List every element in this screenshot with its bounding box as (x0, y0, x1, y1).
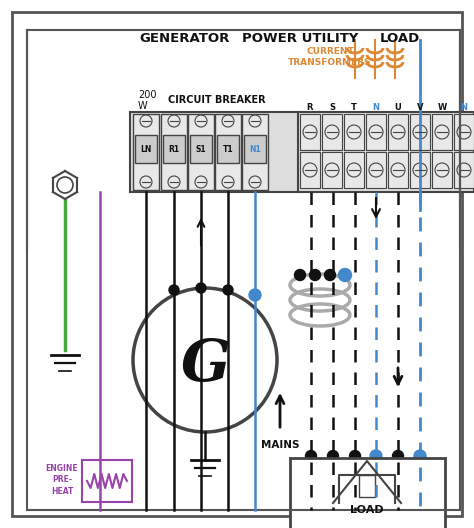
Bar (322, 152, 342, 188)
Text: T1: T1 (223, 145, 233, 154)
Circle shape (338, 269, 352, 281)
Circle shape (223, 285, 233, 295)
Text: W: W (438, 103, 447, 112)
Bar (133, 114, 159, 190)
Bar (244, 135, 266, 163)
Bar (217, 135, 239, 163)
Text: V: V (417, 103, 423, 112)
Bar (300, 114, 320, 150)
Circle shape (392, 450, 403, 461)
Text: N1: N1 (249, 145, 261, 154)
Bar (388, 114, 408, 150)
Text: S1: S1 (196, 145, 206, 154)
Bar (290, 458, 445, 528)
Bar (161, 114, 187, 190)
Circle shape (133, 288, 277, 432)
Bar (410, 152, 430, 188)
Bar (410, 114, 430, 150)
Circle shape (325, 269, 336, 280)
Circle shape (310, 269, 320, 280)
Circle shape (370, 450, 382, 462)
Text: R: R (307, 103, 313, 112)
Bar (188, 114, 214, 190)
Text: N: N (461, 103, 467, 112)
Text: N: N (373, 103, 380, 112)
Bar (366, 152, 386, 188)
Bar (432, 114, 452, 150)
Bar (344, 114, 364, 150)
Text: T: T (351, 103, 357, 112)
Text: R1: R1 (168, 145, 180, 154)
Text: GENERATOR: GENERATOR (140, 32, 230, 44)
Bar (432, 152, 452, 188)
Text: POWER UTILITY: POWER UTILITY (242, 32, 358, 44)
Bar (242, 114, 268, 190)
Text: S: S (329, 103, 335, 112)
Circle shape (249, 289, 261, 301)
Text: CIRCUIT BREAKER: CIRCUIT BREAKER (168, 95, 265, 105)
Bar (298, 112, 474, 192)
Circle shape (169, 285, 179, 295)
Circle shape (306, 450, 317, 461)
Text: G: G (180, 337, 230, 393)
Bar (454, 114, 474, 150)
Bar (130, 112, 300, 192)
Bar (359, 475, 375, 497)
Circle shape (414, 450, 426, 462)
Bar (300, 152, 320, 188)
Bar (454, 152, 474, 188)
Text: CURRENT
TRANSFORMERS: CURRENT TRANSFORMERS (288, 48, 372, 67)
Text: W: W (138, 101, 147, 111)
Bar (322, 114, 342, 150)
Bar (82, 460, 132, 502)
Bar (388, 152, 408, 188)
Circle shape (196, 283, 206, 293)
Bar (190, 135, 212, 163)
Text: ENGINE
PRE-
HEAT: ENGINE PRE- HEAT (46, 464, 78, 496)
Circle shape (349, 450, 361, 461)
Text: LN: LN (140, 145, 152, 154)
Bar (135, 135, 157, 163)
Text: MAINS: MAINS (261, 440, 299, 450)
Circle shape (294, 269, 306, 280)
Bar (366, 114, 386, 150)
Text: U: U (395, 103, 401, 112)
Bar (215, 114, 241, 190)
Bar (344, 152, 364, 188)
Text: LOAD: LOAD (350, 505, 384, 515)
Bar (163, 135, 185, 163)
Text: LOAD: LOAD (380, 32, 420, 44)
Circle shape (328, 450, 338, 461)
Text: 200: 200 (138, 90, 156, 100)
